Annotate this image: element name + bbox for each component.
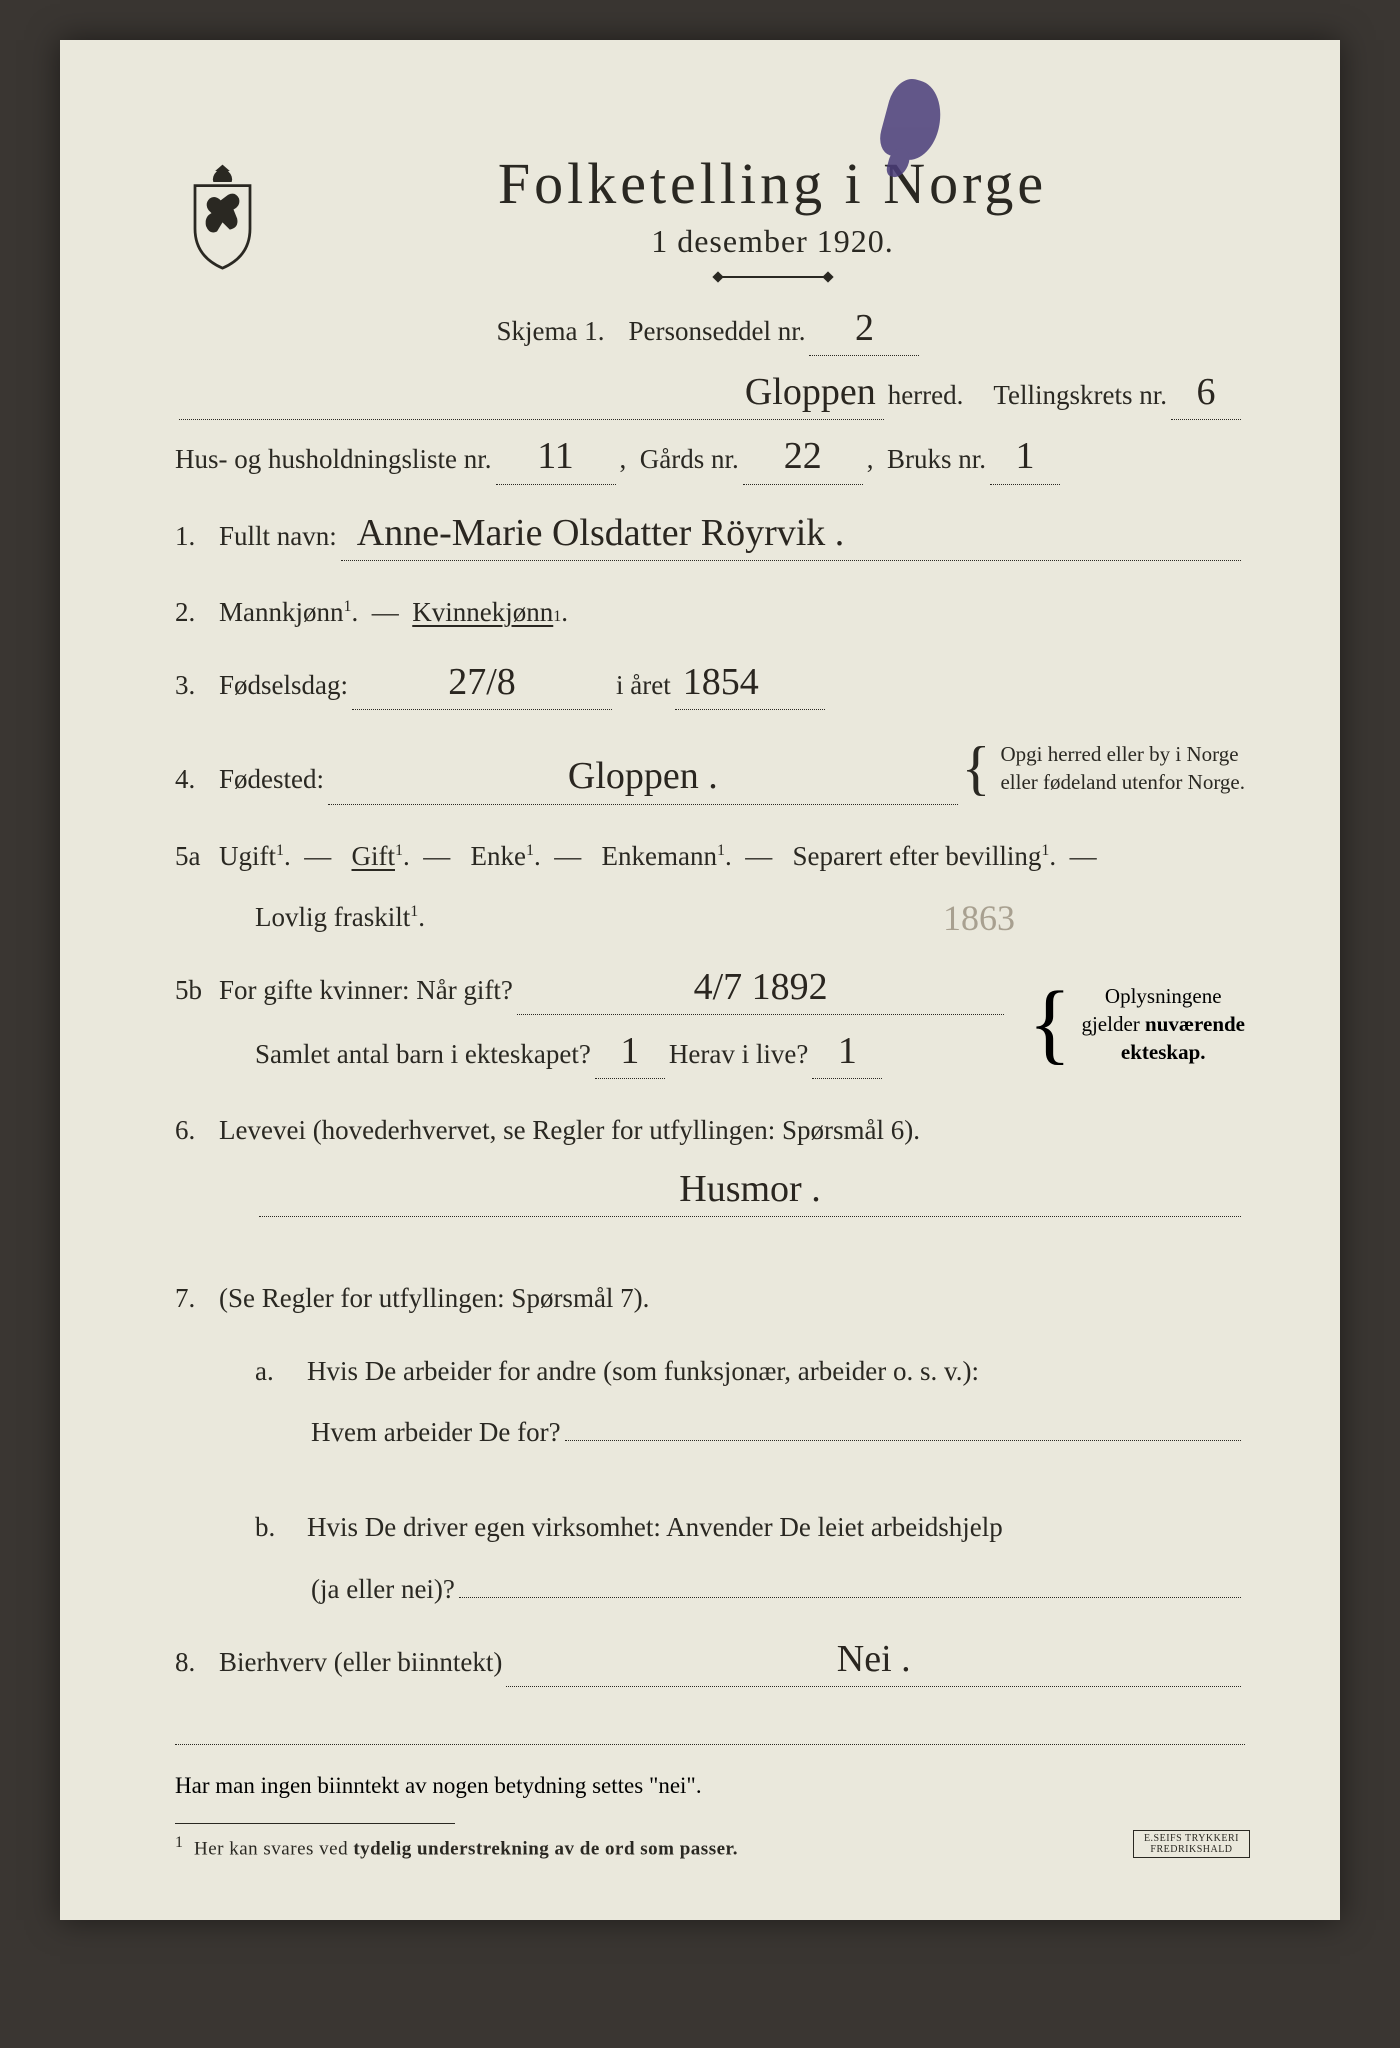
q7b-l1: Hvis De driver egen virksomhet: Anvender… <box>307 1506 1003 1549</box>
q5a-num: 5a <box>175 835 219 878</box>
herred-suffix: herred. <box>888 374 964 417</box>
q5b-note: { Oplysningene gjelder nuværende ekteska… <box>1028 982 1245 1067</box>
pencil-annotation: 1863 <box>943 890 1015 948</box>
q2-line: 2. Mannkjønn1. — Kvinnekjønn1. <box>175 591 1245 634</box>
census-form-page: Folketelling i Norge 1 desember 1920. Sk… <box>60 40 1340 1920</box>
q3-line: 3. Fødselsdag: 27/8 i året 1854 <box>175 664 1245 710</box>
q5b-gifte-label: For gifte kvinner: Når gift? <box>219 969 513 1012</box>
herred-line: Gloppen herred. Tellingskrets nr. 6 <box>175 374 1245 420</box>
q1-line: 1. Fullt navn: Anne-Marie Olsdatter Röyr… <box>175 515 1245 561</box>
q6-label: Levevei (hovederhvervet, se Regler for u… <box>219 1109 920 1152</box>
q7b-l2: (ja eller nei)? <box>311 1568 455 1611</box>
q4-line: 4. Fødested: Gloppen . { Opgi herred ell… <box>175 740 1245 805</box>
q3-day: 27/8 <box>352 664 612 710</box>
main-title: Folketelling i Norge <box>300 150 1245 217</box>
footnote-rule <box>175 1823 455 1824</box>
q8-label: Bierhverv (eller biinntekt) <box>219 1641 502 1684</box>
q7b-value <box>459 1595 1241 1598</box>
brace-icon: { <box>962 750 991 786</box>
q7-label: (Se Regler for utfyllingen: Spørsmål 7). <box>219 1277 649 1320</box>
q7b-num: b. <box>255 1506 307 1549</box>
q6-num: 6. <box>175 1109 219 1152</box>
footer-hint: Har man ingen biinntekt av nogen betydni… <box>175 1773 1245 1799</box>
q5b-block: 5b For gifte kvinner: Når gift? 4/7 1892… <box>175 969 1245 1079</box>
bruks-label: Bruks nr. <box>887 438 986 481</box>
q5b-barn-label: Samlet antal barn i ekteskapet? <box>255 1033 591 1076</box>
q5b-herav-value: 1 <box>812 1033 882 1079</box>
q5b-gift-value: 4/7 1892 <box>517 969 1004 1015</box>
q4-value: Gloppen . <box>328 758 958 804</box>
hus-value: 11 <box>496 438 616 484</box>
q6-value: Husmor . <box>259 1171 1241 1217</box>
q3-year-label: i året <box>616 664 671 707</box>
title-block: Folketelling i Norge 1 desember 1920. <box>300 150 1245 302</box>
q5b-barn-value: 1 <box>595 1033 665 1079</box>
bruks-value: 1 <box>990 438 1060 484</box>
q5a-line: 5a Ugift1. — Gift1. — Enke1. — Enkemann1… <box>175 835 1245 878</box>
q2-mann: Mannkjønn1. — <box>219 591 412 634</box>
q1-label: Fullt navn: <box>219 515 337 558</box>
q8-num: 8. <box>175 1641 219 1684</box>
q5b-herav-label: Herav i live? <box>669 1033 808 1076</box>
hus-label: Hus- og husholdningsliste nr. <box>175 438 492 481</box>
q7a-l2: Hvem arbeider De for? <box>311 1411 561 1454</box>
q1-value: Anne-Marie Olsdatter Röyrvik . <box>341 515 1241 561</box>
q5b-num: 5b <box>175 969 219 1012</box>
q1-num: 1. <box>175 515 219 558</box>
q7a-line1: a. Hvis De arbeider for andre (som funks… <box>175 1350 1245 1393</box>
q4-note: { Opgi herred eller by i Norge eller fød… <box>962 740 1245 797</box>
personseddel-label: Personseddel nr. <box>629 310 806 353</box>
q8-line: 8. Bierhverv (eller biinntekt) Nei . <box>175 1641 1245 1687</box>
q5a-line2: Lovlig fraskilt1. 1863 <box>175 896 1245 939</box>
q5b-line1: 5b For gifte kvinner: Når gift? 4/7 1892 <box>175 969 1008 1015</box>
hus-line: Hus- og husholdningsliste nr. 11 , Gårds… <box>175 438 1245 484</box>
q3-year: 1854 <box>675 664 825 710</box>
herred-value: Gloppen <box>179 374 884 420</box>
coat-of-arms-icon <box>175 160 270 270</box>
gards-label: Gårds nr. <box>640 438 739 481</box>
tellingskrets-value: 6 <box>1171 374 1241 420</box>
footnote: 1 Her kan svares ved tydelig understrekn… <box>175 1834 1245 1860</box>
q2-kvinne: Kvinnekjønn <box>412 591 553 634</box>
q7a-num: a. <box>255 1350 307 1393</box>
header: Folketelling i Norge 1 desember 1920. <box>175 150 1245 302</box>
q6-value-line: Husmor . <box>175 1171 1245 1217</box>
q7-num: 7. <box>175 1277 219 1320</box>
q4-num: 4. <box>175 758 219 801</box>
q5b-line2: Samlet antal barn i ekteskapet? 1 Herav … <box>175 1033 1008 1079</box>
date-line: 1 desember 1920. <box>300 223 1245 260</box>
q3-label: Fødselsdag: <box>219 664 348 707</box>
q4-label: Fødested: <box>219 758 324 801</box>
q8-value: Nei . <box>506 1641 1241 1687</box>
brace-icon: { <box>1028 997 1071 1051</box>
q5a-opts: Ugift1. — Gift1. — Enke1. — Enkemann1. —… <box>219 835 1097 878</box>
personseddel-value: 2 <box>809 310 919 356</box>
q7a-l1: Hvis De arbeider for andre (som funksjon… <box>307 1350 979 1393</box>
q7-line: 7. (Se Regler for utfyllingen: Spørsmål … <box>175 1277 1245 1320</box>
tellingskrets-label: Tellingskrets nr. <box>993 374 1167 417</box>
gards-value: 22 <box>743 438 863 484</box>
q7a-line2: Hvem arbeider De for? <box>175 1411 1245 1454</box>
printer-stamp: E.SEIFS TRYKKERI FREDRIKSHALD <box>1133 1830 1250 1858</box>
blank-dotted-line <box>175 1717 1245 1745</box>
skjema-line: Skjema 1. Personseddel nr. 2 <box>175 310 1245 356</box>
title-rule <box>718 276 828 278</box>
q7b-line2: (ja eller nei)? <box>175 1568 1245 1611</box>
q6-line: 6. Levevei (hovederhvervet, se Regler fo… <box>175 1109 1245 1152</box>
q2-num: 2. <box>175 591 219 634</box>
q7b-line1: b. Hvis De driver egen virksomhet: Anven… <box>175 1506 1245 1549</box>
q3-num: 3. <box>175 664 219 707</box>
q7a-value <box>565 1438 1241 1441</box>
skjema-label: Skjema 1. <box>497 310 605 353</box>
